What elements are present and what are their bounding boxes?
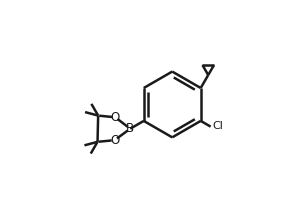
Text: B: B xyxy=(126,122,134,135)
Text: O: O xyxy=(110,111,120,124)
Text: O: O xyxy=(110,134,119,147)
Text: Cl: Cl xyxy=(212,121,223,131)
